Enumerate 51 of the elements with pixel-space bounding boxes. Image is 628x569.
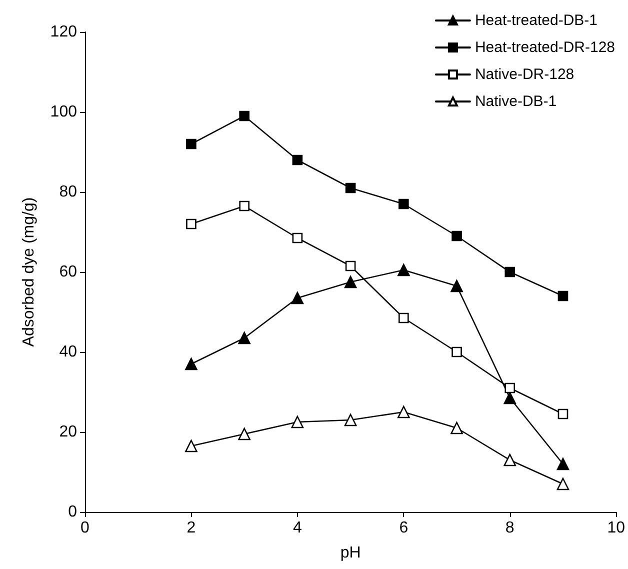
x-tick-label: 8 [505,520,514,536]
point [291,292,304,304]
point [504,392,516,404]
point [239,200,250,212]
point [452,346,462,358]
point [344,276,357,288]
point [450,422,463,434]
x-tick-label: 2 [186,520,196,536]
point [556,478,570,490]
point [238,428,250,440]
x-tick-label: 4 [292,520,302,536]
point [291,416,304,428]
y-tick-label: 40 [59,344,78,360]
point [558,290,568,302]
point [398,312,409,324]
y-tick-label: 20 [59,424,78,440]
y-tick-label: 100 [50,104,78,120]
y-tick-label: 60 [59,264,78,280]
x-tick-label: 0 [80,520,90,536]
point [292,154,303,166]
point [556,458,570,470]
point [345,182,356,194]
point [185,440,198,452]
point [186,138,196,150]
legend-label: Native-DB-1 [474,93,557,110]
y-tick-label: 0 [68,504,78,520]
point [504,382,516,394]
point [452,230,462,242]
point [238,332,250,344]
point [398,264,410,276]
point [186,218,196,230]
x-axis-title: pH [340,544,361,562]
x-tick-label: 10 [607,520,626,536]
point [450,280,463,292]
point [504,266,516,278]
point [504,454,516,466]
y-tick-label: 80 [59,184,78,200]
y-tick-label: 120 [50,24,78,40]
point [239,110,250,122]
legend-label: Heat-treated-DB-1 [474,12,598,29]
y-axis-title: Adsorbed dye (mg/g) [20,197,38,347]
point [398,406,410,418]
point [344,414,357,426]
point [345,260,356,272]
point [185,358,198,370]
point [398,198,409,210]
point [558,408,568,420]
x-tick-label: 6 [399,520,408,536]
point [292,232,303,244]
legend-label: Native-DR-128 [474,66,574,83]
legend-label: Heat-treated-DR-128 [474,39,615,56]
